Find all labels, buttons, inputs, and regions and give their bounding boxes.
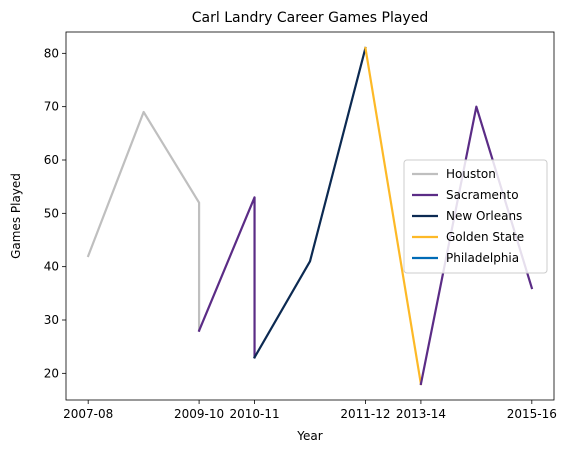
legend: Houston Sacramento New Orleans Golden State…	[403, 159, 548, 274]
series-line-sacramento	[197, 196, 256, 359]
series-line-new-orleans	[253, 46, 367, 359]
x-tick-label: 2010-11	[229, 407, 279, 421]
x-axis-label: Year	[296, 429, 322, 443]
y-axis: 20 30 40 50 60 70 80	[44, 46, 66, 380]
y-axis-label: Games Played	[9, 173, 23, 259]
legend-entry: New Orleans	[446, 209, 522, 223]
plot-lines	[86, 46, 534, 386]
series-line-houston	[86, 110, 201, 332]
series-line-golden-state	[364, 46, 423, 386]
x-axis: 2007-08 2009-10 2010-11 2011-12 2013-14 2015-…	[63, 400, 557, 421]
x-tick-label: 2015-16	[507, 407, 557, 421]
plot-frame	[65, 31, 555, 401]
x-tick-label: 2013-14	[396, 407, 446, 421]
y-tick-label: 30	[44, 313, 59, 327]
y-tick-label: 50	[44, 206, 59, 220]
legend-entry: Philadelphia	[446, 251, 519, 265]
x-tick-label: 2007-08	[63, 407, 113, 421]
legend-entry: Golden State	[446, 230, 524, 244]
y-tick-label: 60	[44, 153, 59, 167]
y-tick-label: 80	[44, 46, 59, 60]
x-tick-label: 2009-10	[174, 407, 224, 421]
legend-box	[403, 159, 548, 274]
legend-entry: Sacramento	[446, 188, 519, 202]
y-tick-label: 40	[44, 260, 59, 274]
legend-entry: Houston	[446, 167, 496, 181]
chart-title: Carl Landry Career Games Played	[192, 10, 428, 26]
y-tick-label: 70	[44, 100, 59, 114]
y-tick-label: 20	[44, 366, 59, 380]
x-tick-label: 2011-12	[340, 407, 390, 421]
